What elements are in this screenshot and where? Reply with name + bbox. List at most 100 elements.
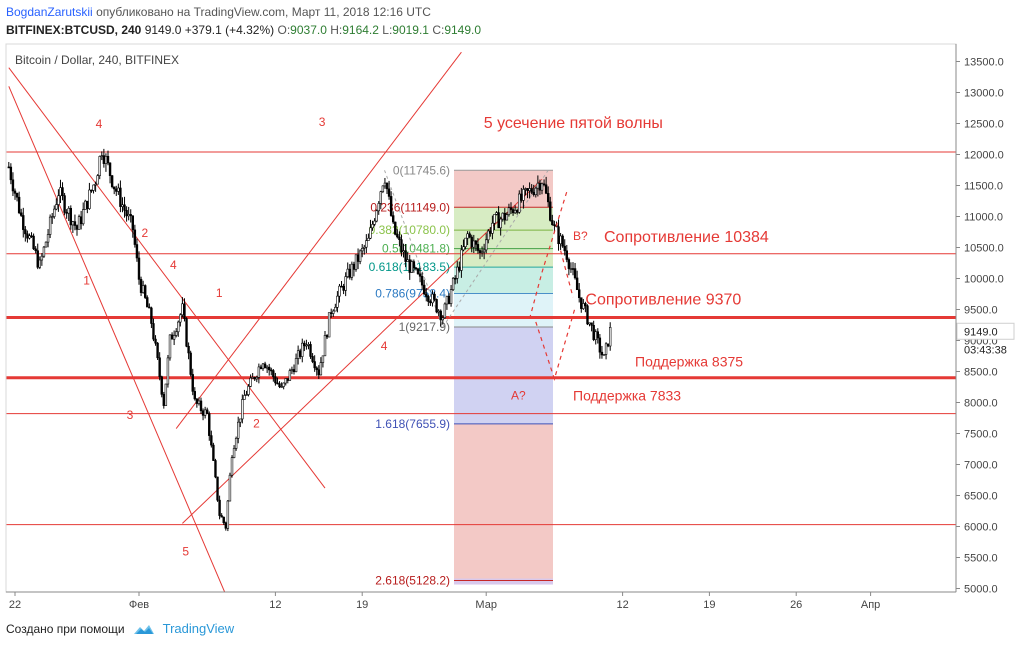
candle-body: [431, 293, 434, 304]
x-tick-label: 26: [790, 599, 802, 611]
candle-body: [602, 354, 606, 356]
high-value: 9164.2: [342, 23, 379, 37]
candle-body: [162, 394, 165, 406]
fib-connector: [442, 169, 549, 328]
candle-body: [332, 310, 335, 314]
candle-body: [549, 201, 552, 221]
candle-body: [350, 263, 354, 278]
candle-body: [389, 196, 393, 216]
candle-body: [206, 409, 209, 414]
candle-body: [420, 275, 424, 286]
projection-path: [560, 250, 574, 298]
candle-body: [520, 193, 523, 201]
candle-body: [435, 299, 438, 313]
fib-level-label: 0(11745.6): [393, 163, 450, 177]
fib-level-label: 1(9217.9): [399, 320, 450, 334]
candle-body: [148, 306, 151, 309]
candle-body: [46, 234, 50, 243]
candle-body: [451, 277, 455, 290]
candle-body: [282, 382, 285, 387]
candle-body: [594, 331, 597, 340]
chart-title: Bitcoin / Dollar, 240, BITFINEX: [15, 53, 179, 67]
annotation-label: 5 усечение пятой волны: [484, 115, 663, 132]
candle-body: [210, 435, 213, 446]
candle-body: [292, 369, 296, 373]
candle-body: [139, 279, 143, 293]
y-tick-label: 11000.0: [964, 212, 1003, 224]
candle-body: [77, 216, 81, 230]
candle-body: [544, 184, 548, 194]
candle-body: [50, 216, 54, 218]
candle-body: [476, 244, 480, 251]
candle-body: [265, 366, 269, 369]
candle-body: [61, 187, 64, 196]
candle-body: [156, 342, 159, 359]
candle-body: [503, 212, 506, 221]
candle-body: [137, 257, 141, 280]
candle-body: [478, 250, 482, 253]
candle-body: [191, 374, 194, 392]
candle-body: [338, 285, 341, 297]
candle-body: [160, 376, 163, 395]
candle-body: [65, 212, 68, 214]
candle-body: [414, 267, 418, 270]
candle-body: [381, 185, 385, 192]
candle-body: [348, 268, 351, 278]
candle-body: [584, 303, 587, 307]
candle-body: [98, 156, 101, 176]
candle-body: [53, 208, 56, 217]
candle-body: [19, 212, 23, 216]
candle-body: [28, 235, 31, 239]
candle-body: [24, 229, 27, 235]
candle-body: [542, 183, 546, 186]
y-tick-label: 6000.0: [964, 522, 998, 534]
x-tick-label: Апр: [861, 599, 880, 611]
fib-level-label: 1.618(7655.9): [375, 417, 450, 431]
candle-body: [569, 268, 573, 270]
candle-body: [557, 226, 560, 245]
last-price-badge: [956, 322, 1015, 340]
candle-body: [319, 362, 323, 376]
candle-body: [280, 386, 283, 388]
candle-body: [55, 204, 58, 210]
candle-body: [501, 212, 504, 220]
candle-body: [358, 250, 362, 262]
tradingview-brand-link[interactable]: TradingView: [162, 621, 235, 636]
author-link[interactable]: BogdanZarutskii: [6, 5, 93, 19]
candle-body: [472, 240, 475, 248]
annotation-label: 3: [319, 115, 326, 129]
candle-body: [276, 382, 279, 385]
candle-body: [571, 268, 575, 270]
candle-body: [220, 515, 223, 518]
candle-body: [185, 318, 188, 347]
candle-body: [164, 383, 168, 406]
candle-body: [36, 250, 39, 268]
annotation-label: 3: [127, 408, 134, 422]
plot-area: 0(11745.6) 0.236(11149.0) 0.382(10780.0) 0.…: [6, 51, 956, 592]
candle-body: [40, 255, 44, 261]
candle-body: [317, 369, 320, 376]
candle-body: [239, 418, 242, 423]
fib-zone: [454, 326, 553, 424]
candle-body: [495, 212, 498, 215]
candle-body: [410, 261, 413, 273]
candle-body: [462, 246, 465, 251]
candle-body: [400, 239, 403, 253]
candle-body: [278, 383, 281, 388]
candle-body: [9, 166, 13, 181]
x-tick-label: Фев: [129, 599, 149, 611]
candle-body: [86, 200, 89, 209]
candle-body: [416, 268, 420, 275]
candle-body: [175, 331, 178, 336]
candle-body: [108, 162, 112, 176]
candle-body: [119, 187, 122, 207]
candle-body: [493, 214, 496, 224]
candle-body: [458, 266, 461, 271]
fib-zone: [454, 293, 553, 327]
y-tick-label: 11500.0: [964, 181, 1003, 193]
candle-body: [513, 210, 517, 214]
candle-body: [270, 369, 273, 372]
candle-body: [22, 215, 25, 230]
candle-body: [113, 186, 116, 190]
